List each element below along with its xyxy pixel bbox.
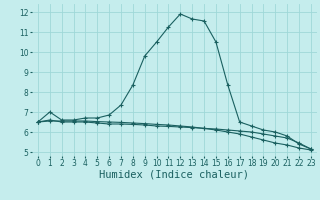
X-axis label: Humidex (Indice chaleur): Humidex (Indice chaleur) <box>100 170 249 180</box>
